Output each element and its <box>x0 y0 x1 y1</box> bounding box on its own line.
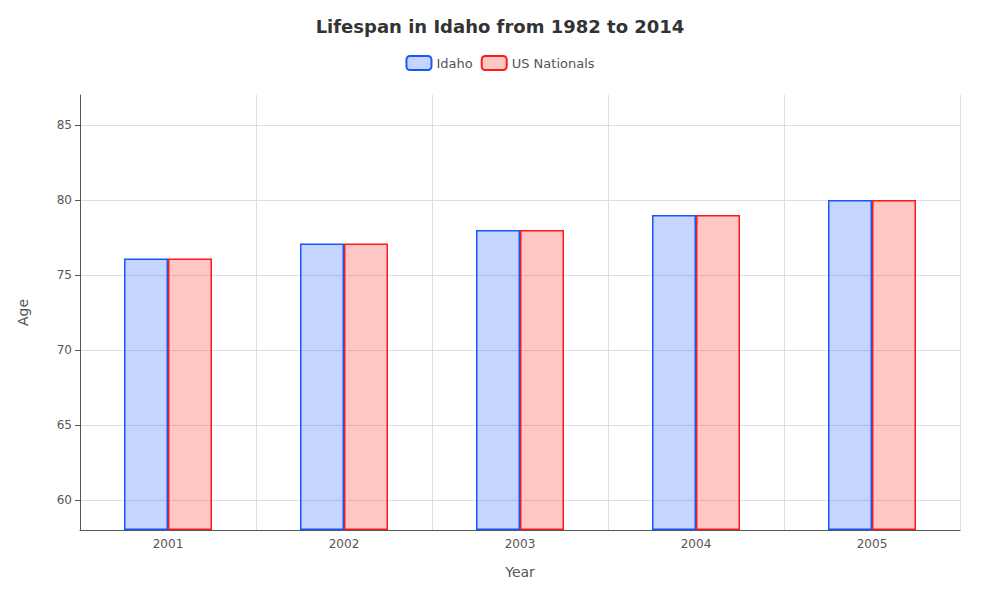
svg-text:65: 65 <box>57 418 72 432</box>
svg-text:US Nationals: US Nationals <box>512 56 595 71</box>
svg-text:85: 85 <box>57 118 72 132</box>
svg-text:70: 70 <box>57 343 72 357</box>
svg-text:60: 60 <box>57 493 72 507</box>
svg-text:Idaho: Idaho <box>436 56 472 71</box>
svg-text:Lifespan in Idaho from 1982 to: Lifespan in Idaho from 1982 to 2014 <box>316 16 685 37</box>
svg-text:2002: 2002 <box>329 537 360 551</box>
svg-text:2001: 2001 <box>153 537 184 551</box>
svg-text:2005: 2005 <box>857 537 888 551</box>
svg-text:Year: Year <box>504 564 535 580</box>
svg-text:2004: 2004 <box>681 537 712 551</box>
svg-text:2003: 2003 <box>505 537 536 551</box>
svg-text:80: 80 <box>57 193 72 207</box>
svg-text:Age: Age <box>15 299 31 326</box>
svg-text:75: 75 <box>57 268 72 282</box>
